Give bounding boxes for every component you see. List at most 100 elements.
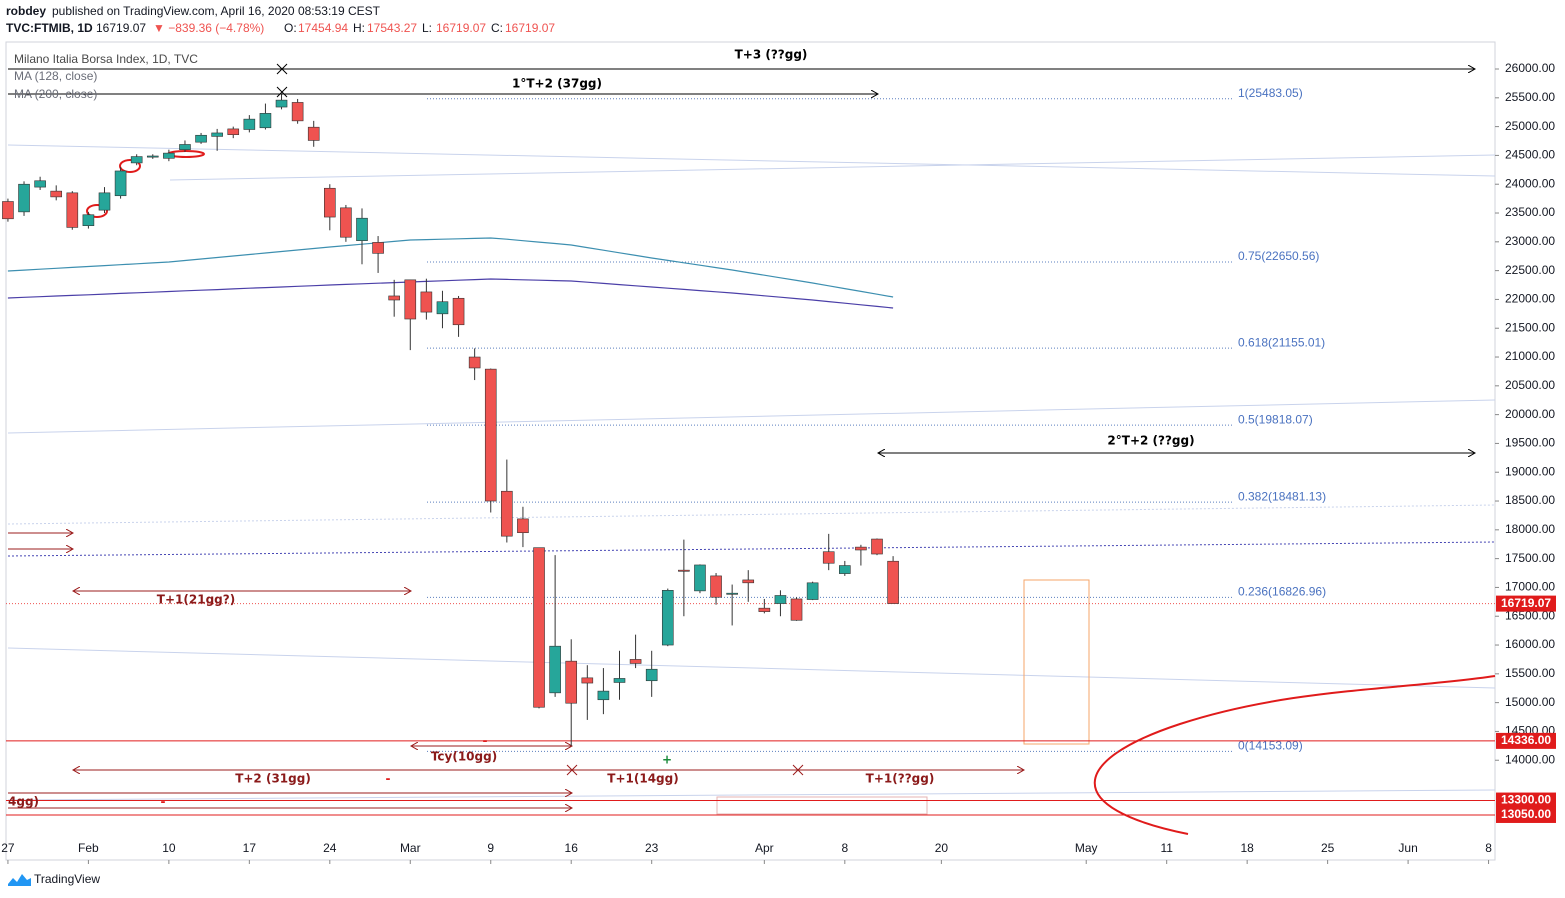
author: robdey [6,4,46,18]
x-tick-label: 27 [1,841,15,855]
candle-body [146,155,159,158]
last-price: 16719.07 [96,21,146,35]
y-tick-label: 25000.00 [1505,119,1555,133]
x-tick-label: 20 [935,841,949,855]
x-tick-label: Apr [755,841,774,855]
highlight [119,159,141,173]
candle-body [549,645,561,694]
price-tag-label: 14336.00 [1501,733,1551,747]
y-tick-label: 16000.00 [1505,637,1555,651]
annotation: T+3 (??gg) [735,48,808,62]
ohlc-label: O: [284,21,297,35]
candle-body [259,113,272,129]
annotation: - [161,795,166,809]
ohlc-value: 16719.07 [436,21,486,35]
trend-line [7,647,1496,689]
candle-body [98,192,111,211]
price-tag-label: 13300.00 [1501,793,1551,807]
ohlc: O: 17454.94 H: 17543.27 L: 16719.07 C: 16719.07 [284,21,555,35]
candle-body [50,190,63,198]
x-tick-label: 17 [243,841,257,855]
y-tick-label: 25500.00 [1505,90,1555,104]
y-tick-label: 20000.00 [1505,407,1555,421]
ohlc-label: H: [353,21,365,35]
cross-marker [566,764,804,776]
y-tick-label: 15500.00 [1505,666,1555,680]
candle-body [114,170,127,197]
candle-body [806,582,819,600]
y-tick-label: 26000.00 [1505,61,1555,75]
candle-body [275,99,288,108]
y-tick-label: 17000.00 [1505,580,1555,594]
candle-body [372,242,384,254]
candle-body [661,590,674,646]
y-tick-label: 16500.00 [1505,608,1555,622]
fib-label: 0.75(22650.56) [1238,249,1319,263]
annotation: - [386,772,391,786]
plot-area [5,41,1496,861]
cross-marker [276,63,288,98]
candle-body [758,607,771,612]
candle-body [839,565,851,574]
candle-body [726,592,738,595]
candle-body [855,546,867,551]
fib-label: 1(25483.05) [1238,86,1303,100]
ohlc-label: L: [422,21,432,35]
symbol: TVC:FTMIB, 1D [6,21,93,35]
ohlc-label: C: [491,21,503,35]
ma-line [7,278,894,309]
candle-body [742,579,755,584]
price-tag [1496,806,1556,823]
candle-body [2,201,14,220]
annotation: T+1(21gg?) [157,593,235,607]
fib-label: 0(14153.09) [1238,739,1303,753]
candle-body [565,660,578,704]
y-tick-label: 17500.00 [1505,551,1555,565]
x-tick-label: May [1075,841,1098,855]
y-tick-label: 24500.00 [1505,148,1555,162]
candle-body [291,102,304,122]
change: ▼ −839.36 (−4.78%) [153,21,264,35]
y-tick-label: 21000.00 [1505,349,1555,363]
candle-body [629,659,642,664]
x-tick-label: 8 [1485,841,1492,855]
candle-body [694,564,706,592]
x-tick-label: 23 [645,841,659,855]
candle-body [356,217,368,241]
y-tick-label: 22000.00 [1505,292,1555,306]
candle-body [324,187,336,218]
candle-body [243,118,256,130]
candle-body [613,678,626,683]
candle-body [66,192,79,228]
x-tick-label: Feb [78,841,99,855]
highlight [86,204,108,218]
candle-body [130,156,143,164]
candle-body [822,551,835,564]
x-tick-label: Mar [400,841,421,855]
y-tick-label: 15000.00 [1505,695,1555,709]
x-tick-label: 8 [841,841,848,855]
y-tick-label: 24000.00 [1505,176,1555,190]
y-tick-label: 18500.00 [1505,493,1555,507]
x-tick-label: 16 [565,841,579,855]
trend-line [7,789,1496,801]
candle-body [710,575,722,598]
trend-line [7,144,1496,177]
annotation: 2°T+2 (??gg) [1107,434,1194,448]
candle-body [645,668,658,682]
ohlc-value: 16719.07 [505,21,555,35]
candle-body [388,295,400,301]
annotation: 1°T+2 (37gg) [512,77,602,91]
price-tag [1496,732,1556,749]
box [716,796,928,815]
candle-body [82,214,95,226]
legend-entry: MA (200, close) [14,87,97,101]
candle-body [404,279,417,320]
y-tick-label: 14000.00 [1505,752,1555,766]
x-tick-label: 25 [1321,841,1335,855]
legend-title: Milano Italia Borsa Index, 1D, TVC [14,52,198,66]
y-tick-label: 19500.00 [1505,436,1555,450]
price-tag-label: 13050.00 [1501,807,1551,821]
candle-body [163,152,175,159]
x-tick-label: 24 [323,841,337,855]
